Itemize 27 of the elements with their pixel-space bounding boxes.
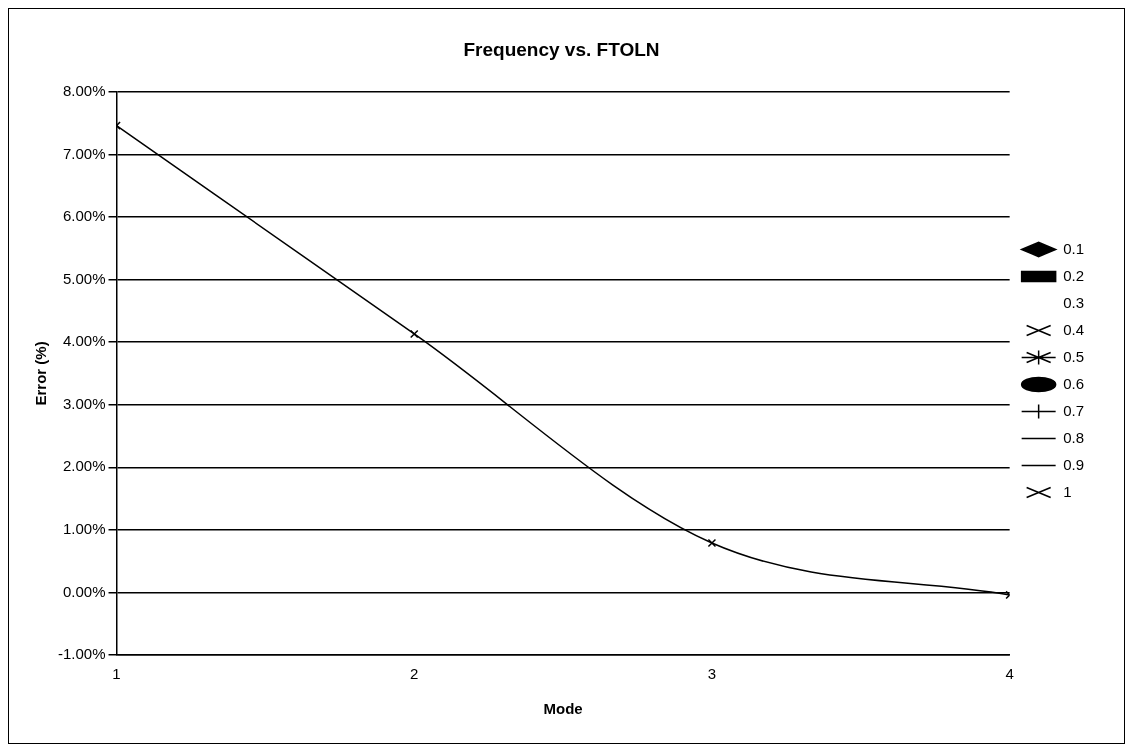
x-tick-label: 2 <box>410 665 419 683</box>
legend-label: 0.2 <box>1063 266 1085 284</box>
legend-label: 0.6 <box>1063 374 1085 392</box>
y-tick-label: 5.00% <box>62 269 106 287</box>
x-tick-label: 3 <box>707 665 717 683</box>
y-tick-label: 4.00% <box>62 332 106 350</box>
y-tick-label: 0.00% <box>62 582 106 600</box>
x-tick-label: 4 <box>1005 665 1014 683</box>
y-tick-label: 6.00% <box>62 207 106 225</box>
x-tick-label: 1 <box>112 665 121 683</box>
y-tick-label: 7.00% <box>62 144 106 162</box>
text: 0.3 <box>1063 293 1085 311</box>
legend-label: 0.9 <box>1063 455 1085 473</box>
chart-title: Frequency vs. FTOLN <box>463 38 660 60</box>
legend-label: 0.5 <box>1063 347 1085 365</box>
legend-label: 0.1 <box>1063 239 1085 257</box>
legend-label: 1 <box>1063 482 1072 500</box>
legend-label: 0.7 <box>1063 401 1085 419</box>
y-tick-label: 1.00% <box>62 519 106 537</box>
y-tick-label: 3.00% <box>62 394 106 412</box>
y-tick-label: -1.00% <box>58 645 106 663</box>
legend-label: 0.4 <box>1063 320 1085 338</box>
y-tick-label: 2.00% <box>62 457 106 475</box>
legend-label: 0.8 <box>1063 428 1085 446</box>
y-axis-title: Error (%) <box>32 341 50 406</box>
y-tick-label: 8.00% <box>62 81 106 99</box>
x-axis-title: Mode <box>543 700 583 718</box>
